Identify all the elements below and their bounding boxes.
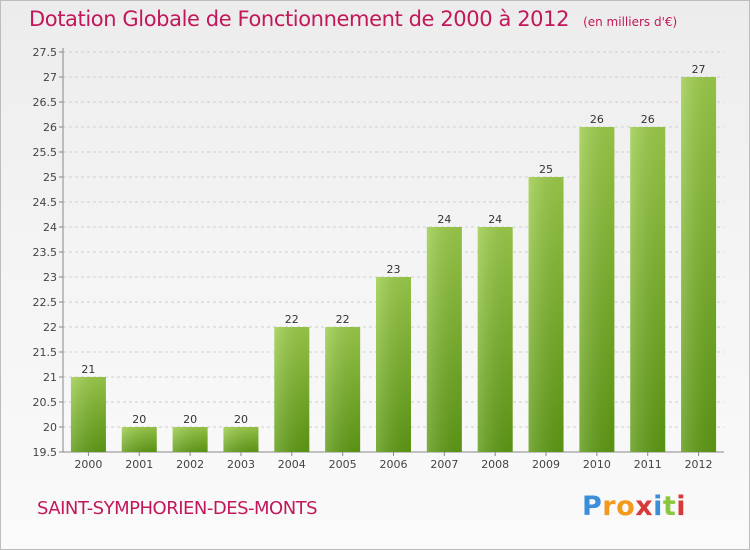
bar-shade — [528, 177, 564, 452]
logo-letter: i — [653, 491, 663, 522]
bar-value-label: 27 — [692, 63, 706, 76]
bar-value-label: 20 — [183, 413, 197, 426]
y-tick-label: 20.5 — [33, 396, 58, 409]
y-tick-label: 25 — [43, 171, 57, 184]
y-tick-label: 24 — [43, 221, 57, 234]
logo-letter: i — [676, 491, 687, 522]
logo-letter: t — [662, 491, 677, 522]
logo-letter: r — [602, 491, 617, 522]
x-tick-label: 2012 — [685, 458, 713, 471]
bar-shade — [376, 277, 411, 452]
x-tick-label: 2003 — [227, 458, 255, 471]
x-tick-label: 2001 — [125, 458, 153, 471]
y-tick-label: 20 — [43, 421, 57, 434]
bar-value-label: 22 — [285, 313, 299, 326]
chart-subtitle: (en milliers d'€) — [583, 15, 678, 29]
y-tick-label: 21 — [43, 371, 57, 384]
x-tick-label: 2009 — [532, 458, 560, 471]
x-tick-label: 2008 — [481, 458, 509, 471]
y-tick-label: 25.5 — [33, 146, 58, 159]
y-tick-label: 23.5 — [33, 246, 58, 259]
bar-value-label: 25 — [539, 163, 553, 176]
x-tick-label: 2005 — [329, 458, 357, 471]
logo-letter: o — [616, 491, 636, 522]
y-tick-label: 27 — [43, 71, 57, 84]
x-tick-label: 2002 — [176, 458, 204, 471]
logo-letter: P — [582, 491, 603, 522]
y-tick-label: 22.5 — [33, 296, 58, 309]
bar-value-label: 22 — [336, 313, 350, 326]
x-tick-label: 2010 — [583, 458, 611, 471]
bar-value-label: 26 — [641, 113, 655, 126]
bar-shade — [477, 227, 513, 452]
y-tick-label: 27.5 — [33, 46, 58, 59]
bar-shade — [325, 327, 361, 452]
bar-shade — [630, 127, 666, 452]
x-tick-label: 2000 — [74, 458, 102, 471]
bar-shade — [223, 427, 259, 452]
bar-shade — [681, 77, 717, 452]
bar-value-label: 24 — [488, 213, 502, 226]
bar-value-label: 20 — [132, 413, 146, 426]
proxiti-logo: Proxiti — [582, 491, 686, 522]
y-tick-label: 19.5 — [33, 446, 58, 459]
y-tick-label: 24.5 — [33, 196, 58, 209]
bar-shade — [426, 227, 462, 452]
bar-shade — [274, 327, 310, 452]
bar-value-label: 21 — [81, 363, 95, 376]
bar-shade — [121, 427, 157, 452]
bar-value-label: 24 — [437, 213, 451, 226]
bar-value-label: 26 — [590, 113, 604, 126]
y-tick-label: 23 — [43, 271, 57, 284]
bar-value-label: 23 — [387, 263, 401, 276]
bar-shade — [579, 127, 615, 452]
y-tick-label: 22 — [43, 321, 57, 334]
bar-shade — [172, 427, 208, 452]
x-tick-label: 2006 — [380, 458, 408, 471]
y-tick-label: 26.5 — [33, 96, 58, 109]
chart-title: Dotation Globale de Fonctionnement de 20… — [29, 7, 677, 31]
chart-title-text: Dotation Globale de Fonctionnement de 20… — [29, 7, 570, 31]
y-tick-label: 21.5 — [33, 346, 58, 359]
bar-value-label: 20 — [234, 413, 248, 426]
logo-letter: x — [635, 491, 654, 522]
y-tick-label: 26 — [43, 121, 57, 134]
x-tick-label: 2011 — [634, 458, 662, 471]
town-name: SAINT-SYMPHORIEN-DES-MONTS — [37, 498, 318, 519]
x-tick-label: 2004 — [278, 458, 306, 471]
bar-shade — [70, 377, 106, 452]
x-tick-label: 2007 — [430, 458, 458, 471]
